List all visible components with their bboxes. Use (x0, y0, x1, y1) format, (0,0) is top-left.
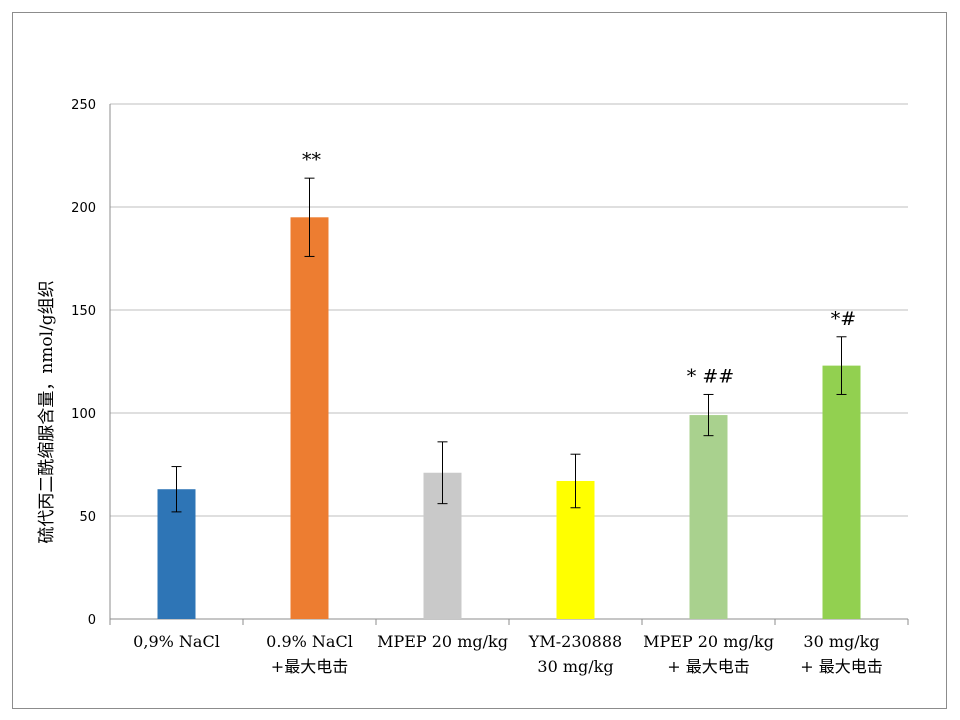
x-category-label: YM-230888 (528, 632, 622, 651)
x-category-label: 0,9% NaCl (133, 632, 220, 651)
x-category-label: +最大电击 (271, 657, 348, 676)
y-axis-label: 硫代丙二酰缩脲含量，nmol/g组织 (37, 280, 57, 543)
x-category-label: MPEP 20 mg/kg (377, 632, 508, 651)
x-category-label: + 最大电击 (667, 657, 750, 676)
significance-label: ** (302, 149, 322, 171)
bar (689, 415, 728, 619)
y-tick-label: 150 (71, 304, 96, 319)
x-category-label: 30 mg/kg (803, 632, 879, 651)
x-category-label: 30 mg/kg (537, 657, 613, 676)
significance-label: *# (831, 308, 856, 330)
bar (290, 217, 329, 620)
x-category-label: + 最大电击 (800, 657, 883, 676)
y-tick-label: 100 (71, 407, 96, 422)
significance-label: * ## (687, 365, 734, 387)
y-tick-label: 0 (88, 613, 96, 628)
y-tick-label: 250 (71, 98, 96, 113)
y-tick-label: 200 (71, 201, 96, 216)
y-tick-label: 50 (79, 510, 96, 525)
x-category-label: 0.9% NaCl (266, 632, 353, 651)
x-category-label: MPEP 20 mg/kg (643, 632, 774, 651)
bar (822, 365, 861, 619)
